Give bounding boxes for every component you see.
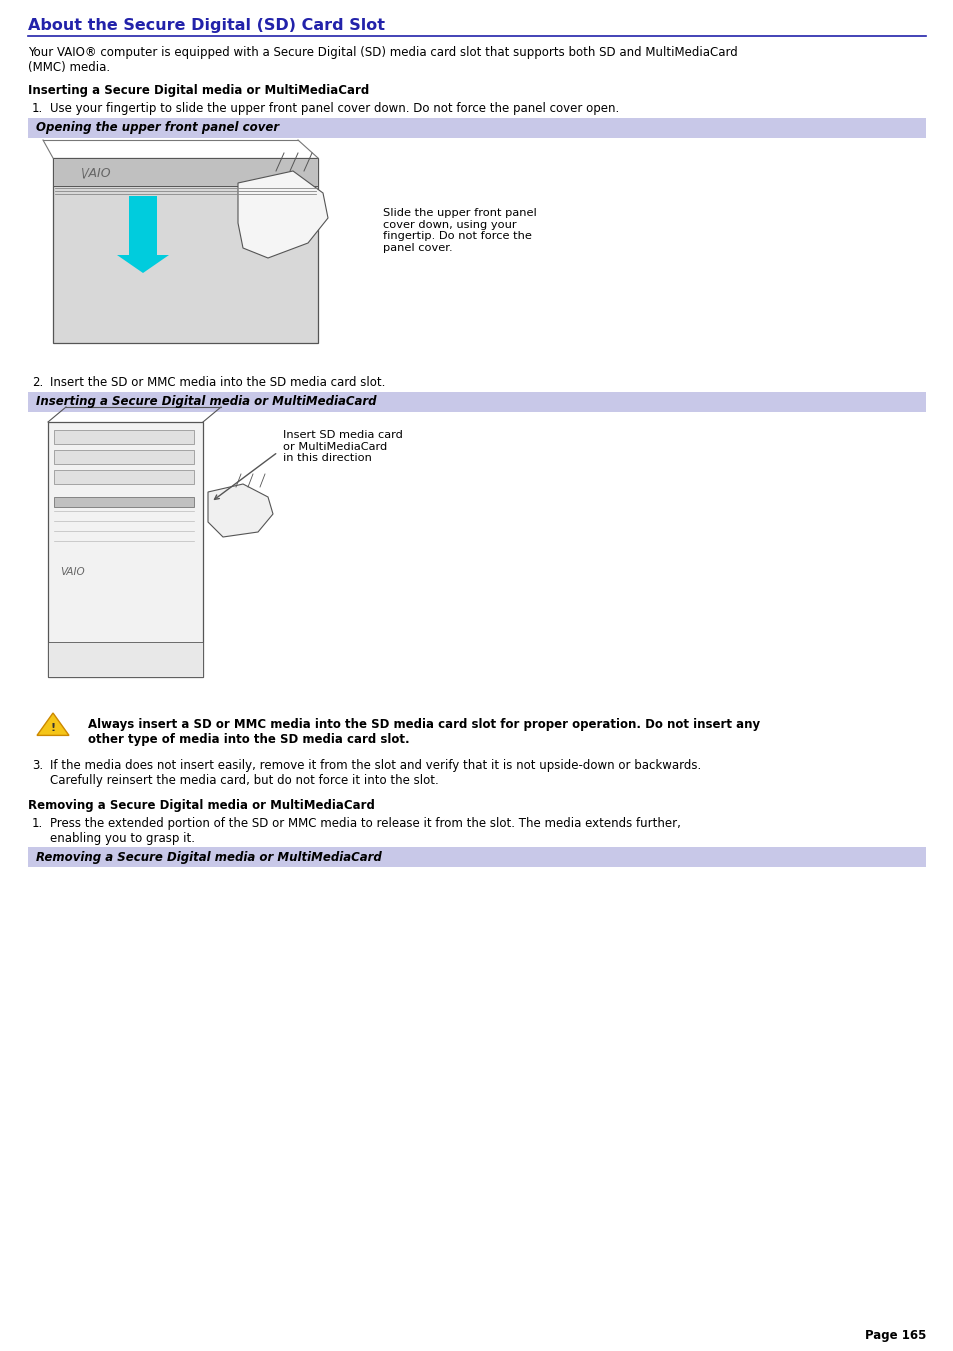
Text: VAIO: VAIO xyxy=(60,567,85,577)
Bar xyxy=(54,430,193,444)
Bar xyxy=(54,497,193,507)
Bar xyxy=(48,422,203,677)
Polygon shape xyxy=(237,172,328,258)
Bar xyxy=(48,642,203,677)
Polygon shape xyxy=(37,713,69,735)
Text: If the media does not insert easily, remove it from the slot and verify that it : If the media does not insert easily, rem… xyxy=(50,759,700,788)
Text: Slide the upper front panel
cover down, using your
fingertip. Do not force the
p: Slide the upper front panel cover down, … xyxy=(382,208,537,253)
Text: 2.: 2. xyxy=(32,376,43,389)
Text: 3.: 3. xyxy=(32,759,43,771)
Bar xyxy=(28,392,925,412)
Bar xyxy=(28,847,925,867)
Text: Press the extended portion of the SD or MMC media to release it from the slot. T: Press the extended portion of the SD or … xyxy=(50,817,680,844)
Text: Removing a Secure Digital media or MultiMediaCard: Removing a Secure Digital media or Multi… xyxy=(28,798,375,812)
Text: !: ! xyxy=(51,723,55,734)
Text: Use your fingertip to slide the upper front panel cover down. Do not force the p: Use your fingertip to slide the upper fr… xyxy=(50,101,618,115)
Text: Insert the SD or MMC media into the SD media card slot.: Insert the SD or MMC media into the SD m… xyxy=(50,376,385,389)
Text: Inserting a Secure Digital media or MultiMediaCard: Inserting a Secure Digital media or Mult… xyxy=(36,396,376,408)
Text: 1.: 1. xyxy=(32,817,43,830)
Polygon shape xyxy=(208,484,273,536)
Polygon shape xyxy=(117,255,169,273)
Text: Your VAIO® computer is equipped with a Secure Digital (SD) media card slot that : Your VAIO® computer is equipped with a S… xyxy=(28,46,737,74)
Text: Opening the upper front panel cover: Opening the upper front panel cover xyxy=(36,122,279,135)
Bar xyxy=(129,196,157,255)
Bar xyxy=(28,118,925,138)
Text: Page 165: Page 165 xyxy=(863,1329,925,1342)
Bar xyxy=(54,450,193,463)
Bar xyxy=(53,158,317,343)
Bar xyxy=(53,158,317,186)
Text: \/AIO: \/AIO xyxy=(81,166,112,178)
Bar xyxy=(54,470,193,484)
Text: About the Secure Digital (SD) Card Slot: About the Secure Digital (SD) Card Slot xyxy=(28,18,385,32)
Text: 1.: 1. xyxy=(32,101,43,115)
Text: Insert SD media card
or MultiMediaCard
in this direction: Insert SD media card or MultiMediaCard i… xyxy=(283,430,402,463)
Text: Always insert a SD or MMC media into the SD media card slot for proper operation: Always insert a SD or MMC media into the… xyxy=(88,717,760,746)
Text: Removing a Secure Digital media or MultiMediaCard: Removing a Secure Digital media or Multi… xyxy=(36,851,381,863)
Text: Inserting a Secure Digital media or MultiMediaCard: Inserting a Secure Digital media or Mult… xyxy=(28,84,369,97)
